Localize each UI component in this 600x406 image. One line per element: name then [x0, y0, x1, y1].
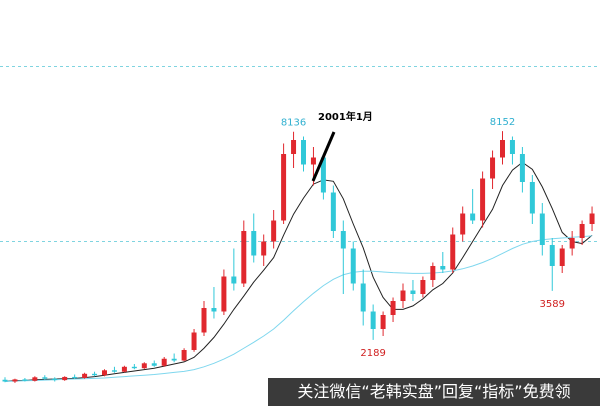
- candle-body: [161, 358, 167, 366]
- candle-body: [221, 276, 227, 312]
- candle-body: [450, 234, 456, 270]
- candle-body: [340, 231, 346, 249]
- candle-body: [490, 157, 496, 179]
- candle-body: [151, 363, 157, 366]
- candle-body: [579, 224, 585, 238]
- candle-body: [92, 373, 98, 376]
- candle-body: [22, 379, 28, 381]
- candle-body: [261, 241, 267, 256]
- candle-body: [141, 363, 147, 369]
- candle-body: [470, 213, 476, 221]
- candle-body: [430, 266, 436, 280]
- candle-body: [251, 231, 257, 256]
- arrow: [311, 131, 336, 182]
- candle-body: [102, 370, 107, 376]
- candle-body: [301, 140, 306, 165]
- candle-body: [549, 245, 555, 266]
- candle-body: [320, 157, 326, 193]
- candle-body: [559, 248, 565, 266]
- candle-body: [370, 311, 376, 329]
- candle-body: [241, 231, 247, 284]
- candle-body: [131, 366, 137, 369]
- candle-body: [201, 308, 207, 333]
- ma-lines: [4, 161, 593, 382]
- candle-body: [360, 283, 366, 312]
- candle-body: [410, 290, 416, 294]
- watermark-box: [268, 378, 600, 406]
- candle-body: [480, 178, 486, 221]
- candle-body: [569, 238, 575, 249]
- candle-body: [350, 248, 356, 284]
- candle-body: [380, 315, 386, 329]
- candle-body: [400, 290, 406, 301]
- candle-body: [330, 192, 336, 231]
- candle-body: [519, 154, 525, 182]
- price-label: 8136: [281, 118, 306, 129]
- candle-body: [420, 280, 426, 294]
- candle-body: [500, 140, 505, 158]
- candle-body: [291, 140, 297, 154]
- candle-body: [42, 377, 48, 379]
- candle-body: [271, 220, 277, 242]
- candle-body: [72, 376, 78, 378]
- candle-body: [509, 140, 515, 154]
- candle-body: [52, 378, 58, 381]
- watermark: 关注微信“老韩实盘”回复“指标”免费领: [297, 382, 570, 401]
- candle-body: [82, 373, 88, 378]
- price-label: 2189: [360, 348, 385, 359]
- candle-body: [390, 301, 396, 315]
- candle-body: [191, 332, 197, 350]
- candle-body: [460, 213, 466, 235]
- grid: [0, 66, 600, 242]
- candle-body: [589, 213, 595, 224]
- candle-body: [529, 182, 535, 214]
- candle-body: [2, 379, 8, 382]
- annotation: 2001年1月: [318, 110, 373, 123]
- price-label: 3589: [540, 299, 565, 310]
- candle-body: [171, 358, 177, 361]
- candle-body: [12, 379, 18, 382]
- candle-body: [111, 370, 117, 372]
- candle-body: [440, 266, 446, 270]
- candle-body: [181, 350, 187, 361]
- candle-body: [32, 377, 38, 381]
- candle-body: [121, 366, 127, 372]
- candle-body: [211, 308, 217, 312]
- ma-line: [4, 161, 593, 382]
- candles: [2, 131, 595, 383]
- ma-line: [4, 235, 593, 382]
- candle-body: [231, 276, 237, 284]
- candle-body: [62, 376, 68, 381]
- candle-body: [539, 213, 545, 245]
- candle-body: [310, 157, 316, 165]
- price-label: 8152: [490, 117, 515, 128]
- candle-body: [281, 154, 287, 221]
